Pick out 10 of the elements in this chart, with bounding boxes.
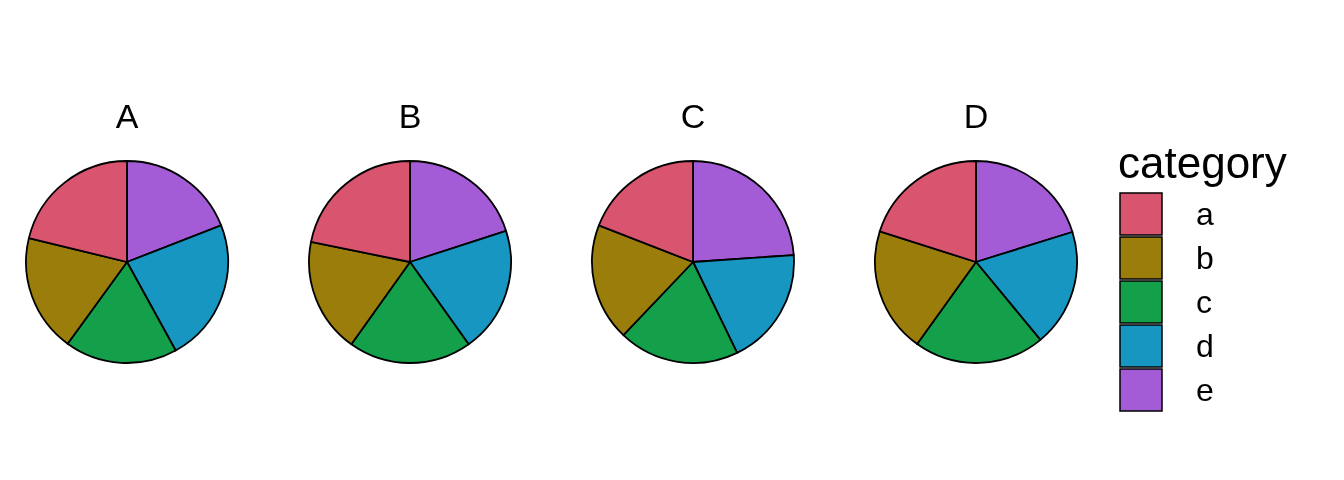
legend-label: a (1196, 196, 1214, 232)
legend-label: d (1196, 328, 1214, 364)
chart-title: D (963, 97, 989, 135)
legend-label: c (1196, 284, 1212, 320)
chart-title: A (115, 97, 139, 135)
legend-label: b (1196, 240, 1214, 276)
legend-title: category (1118, 138, 1287, 187)
chart-title: C (680, 97, 706, 135)
chart-title: B (398, 97, 422, 135)
legend-label: e (1196, 372, 1214, 408)
